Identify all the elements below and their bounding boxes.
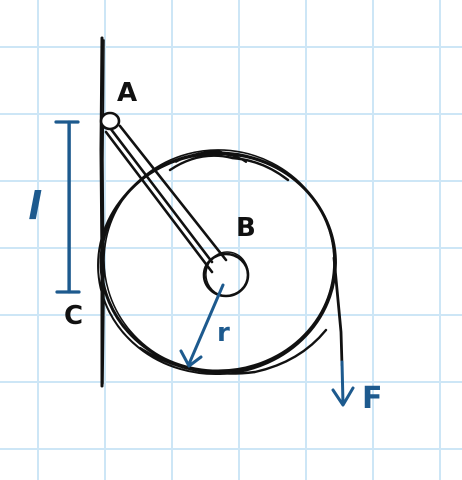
label-A: A [117, 78, 137, 108]
hub-B [202, 251, 250, 298]
label-F: F [362, 381, 383, 416]
length-dimension-l [54, 120, 81, 294]
label-C: C [64, 301, 83, 331]
label-r: r [217, 318, 230, 348]
radius-arrow-r [179, 283, 225, 368]
pin-A [99, 111, 121, 131]
rope [332, 256, 344, 367]
label-B: B [236, 213, 256, 243]
vertical-wall [99, 36, 105, 388]
force-arrow-F [331, 360, 355, 407]
label-l: l [28, 184, 42, 228]
rod-AB [102, 118, 228, 274]
